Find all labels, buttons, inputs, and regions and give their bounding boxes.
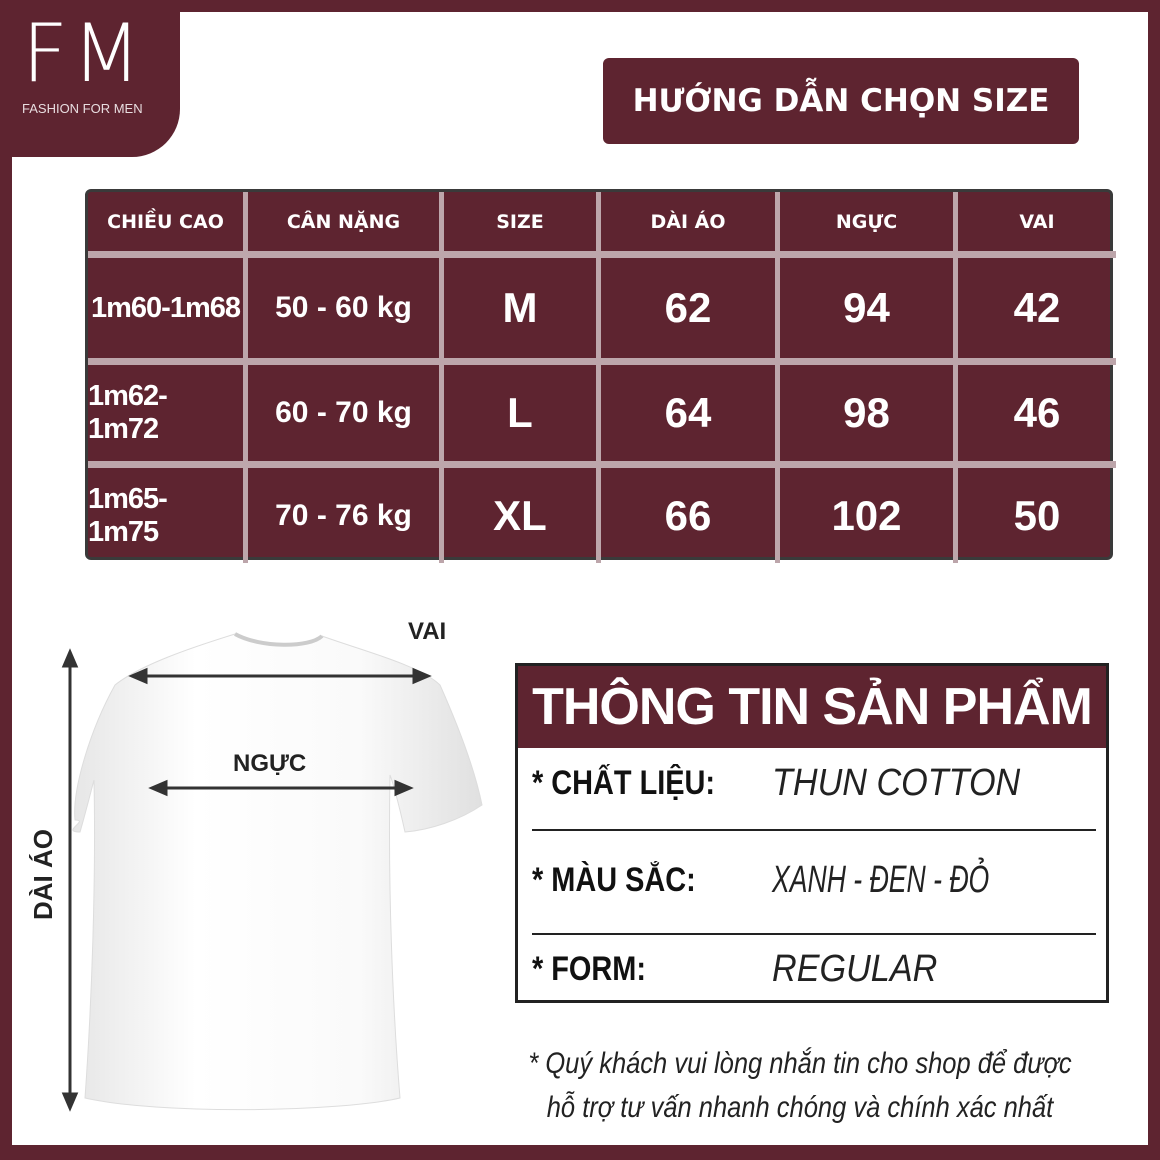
divider — [532, 829, 1096, 831]
size-table: CHIỀU CAO CÂN NẶNG SIZE DÀI ÁO NGỰC VAI 1m60-1… — [85, 189, 1116, 563]
tshirt-image — [72, 633, 483, 1111]
page-title: HƯỚNG DẪN CHỌN SIZE — [603, 58, 1079, 144]
table-cell: 1m65- 1m75 — [88, 468, 248, 563]
info-row-material: * CHẤT LIỆU: THUN COTTON — [532, 758, 1096, 808]
table-cell: 64 — [601, 365, 780, 468]
note-line: hỗ trợ tư vấn nhanh chóng và chính xác n… — [546, 1091, 1054, 1124]
label-chest: NGỰC — [233, 750, 307, 777]
table-header-cell: CHIỀU CAO — [88, 192, 248, 258]
divider — [532, 933, 1096, 935]
info-key: * CHẤT LIỆU: — [532, 763, 716, 802]
product-info-box: THÔNG TIN SẢN PHẨM * CHẤT LIỆU: THUN COTT… — [515, 663, 1109, 1003]
chest-arrow — [148, 779, 414, 797]
label-length: DÀI ÁO — [28, 829, 58, 920]
logo-mark: FM — [22, 7, 146, 100]
table-cell: M — [444, 258, 601, 365]
table-header-cell: NGỰC — [780, 192, 958, 258]
table-cell: XL — [444, 468, 601, 563]
table-cell: 94 — [780, 258, 958, 365]
shoulder-arrow — [128, 667, 432, 685]
table-header-cell: SIZE — [444, 192, 601, 258]
table-cell: 66 — [601, 468, 780, 563]
table-cell: 46 — [958, 365, 1116, 468]
table-cell: 98 — [780, 365, 958, 468]
info-value: REGULAR — [772, 947, 938, 990]
table-header-cell: DÀI ÁO — [601, 192, 780, 258]
table-header-cell: CÂN NẶNG — [248, 192, 444, 258]
table-cell: 60 - 70 kg — [248, 365, 444, 468]
product-info-title: THÔNG TIN SẢN PHẨM — [518, 666, 1106, 748]
info-value: XANH - ĐEN - ĐỎ — [772, 858, 990, 901]
table-cell: 50 — [1013, 491, 1061, 539]
tshirt-diagram — [61, 632, 483, 1112]
info-key: * FORM: — [532, 949, 646, 988]
table-cell: 102 — [780, 468, 958, 563]
note: * Quý khách vui lòng nhắn tin cho shop đ… — [470, 1042, 1130, 1130]
table-cell: 70 - 76 kg — [248, 468, 444, 563]
info-row-colors: * MÀU SẮC: XANH - ĐEN - ĐỎ — [532, 854, 1096, 906]
note-line: * Quý khách vui lòng nhắn tin cho shop đ… — [528, 1047, 1072, 1080]
info-key: * MÀU SẮC: — [532, 860, 696, 899]
table-cell: 1m60-1m68 — [88, 258, 248, 365]
table-cell: L — [444, 365, 601, 468]
info-row-form: * FORM: REGULAR — [532, 944, 1096, 994]
logo-tagline: FASHION FOR MEN — [22, 101, 143, 116]
label-shoulder: VAI — [408, 618, 447, 645]
length-arrow — [61, 648, 79, 1112]
brand-logo: FM FASHION FOR MEN — [0, 0, 180, 157]
table-header-cell: VAI — [958, 192, 1116, 258]
table-cell: 1m62- 1m72 — [88, 365, 248, 468]
info-value: THUN COTTON — [772, 761, 1021, 804]
table-cell: 42 — [958, 258, 1116, 365]
table-cell: 50 - 60 kg — [248, 258, 444, 365]
table-cell: 62 — [601, 258, 780, 365]
